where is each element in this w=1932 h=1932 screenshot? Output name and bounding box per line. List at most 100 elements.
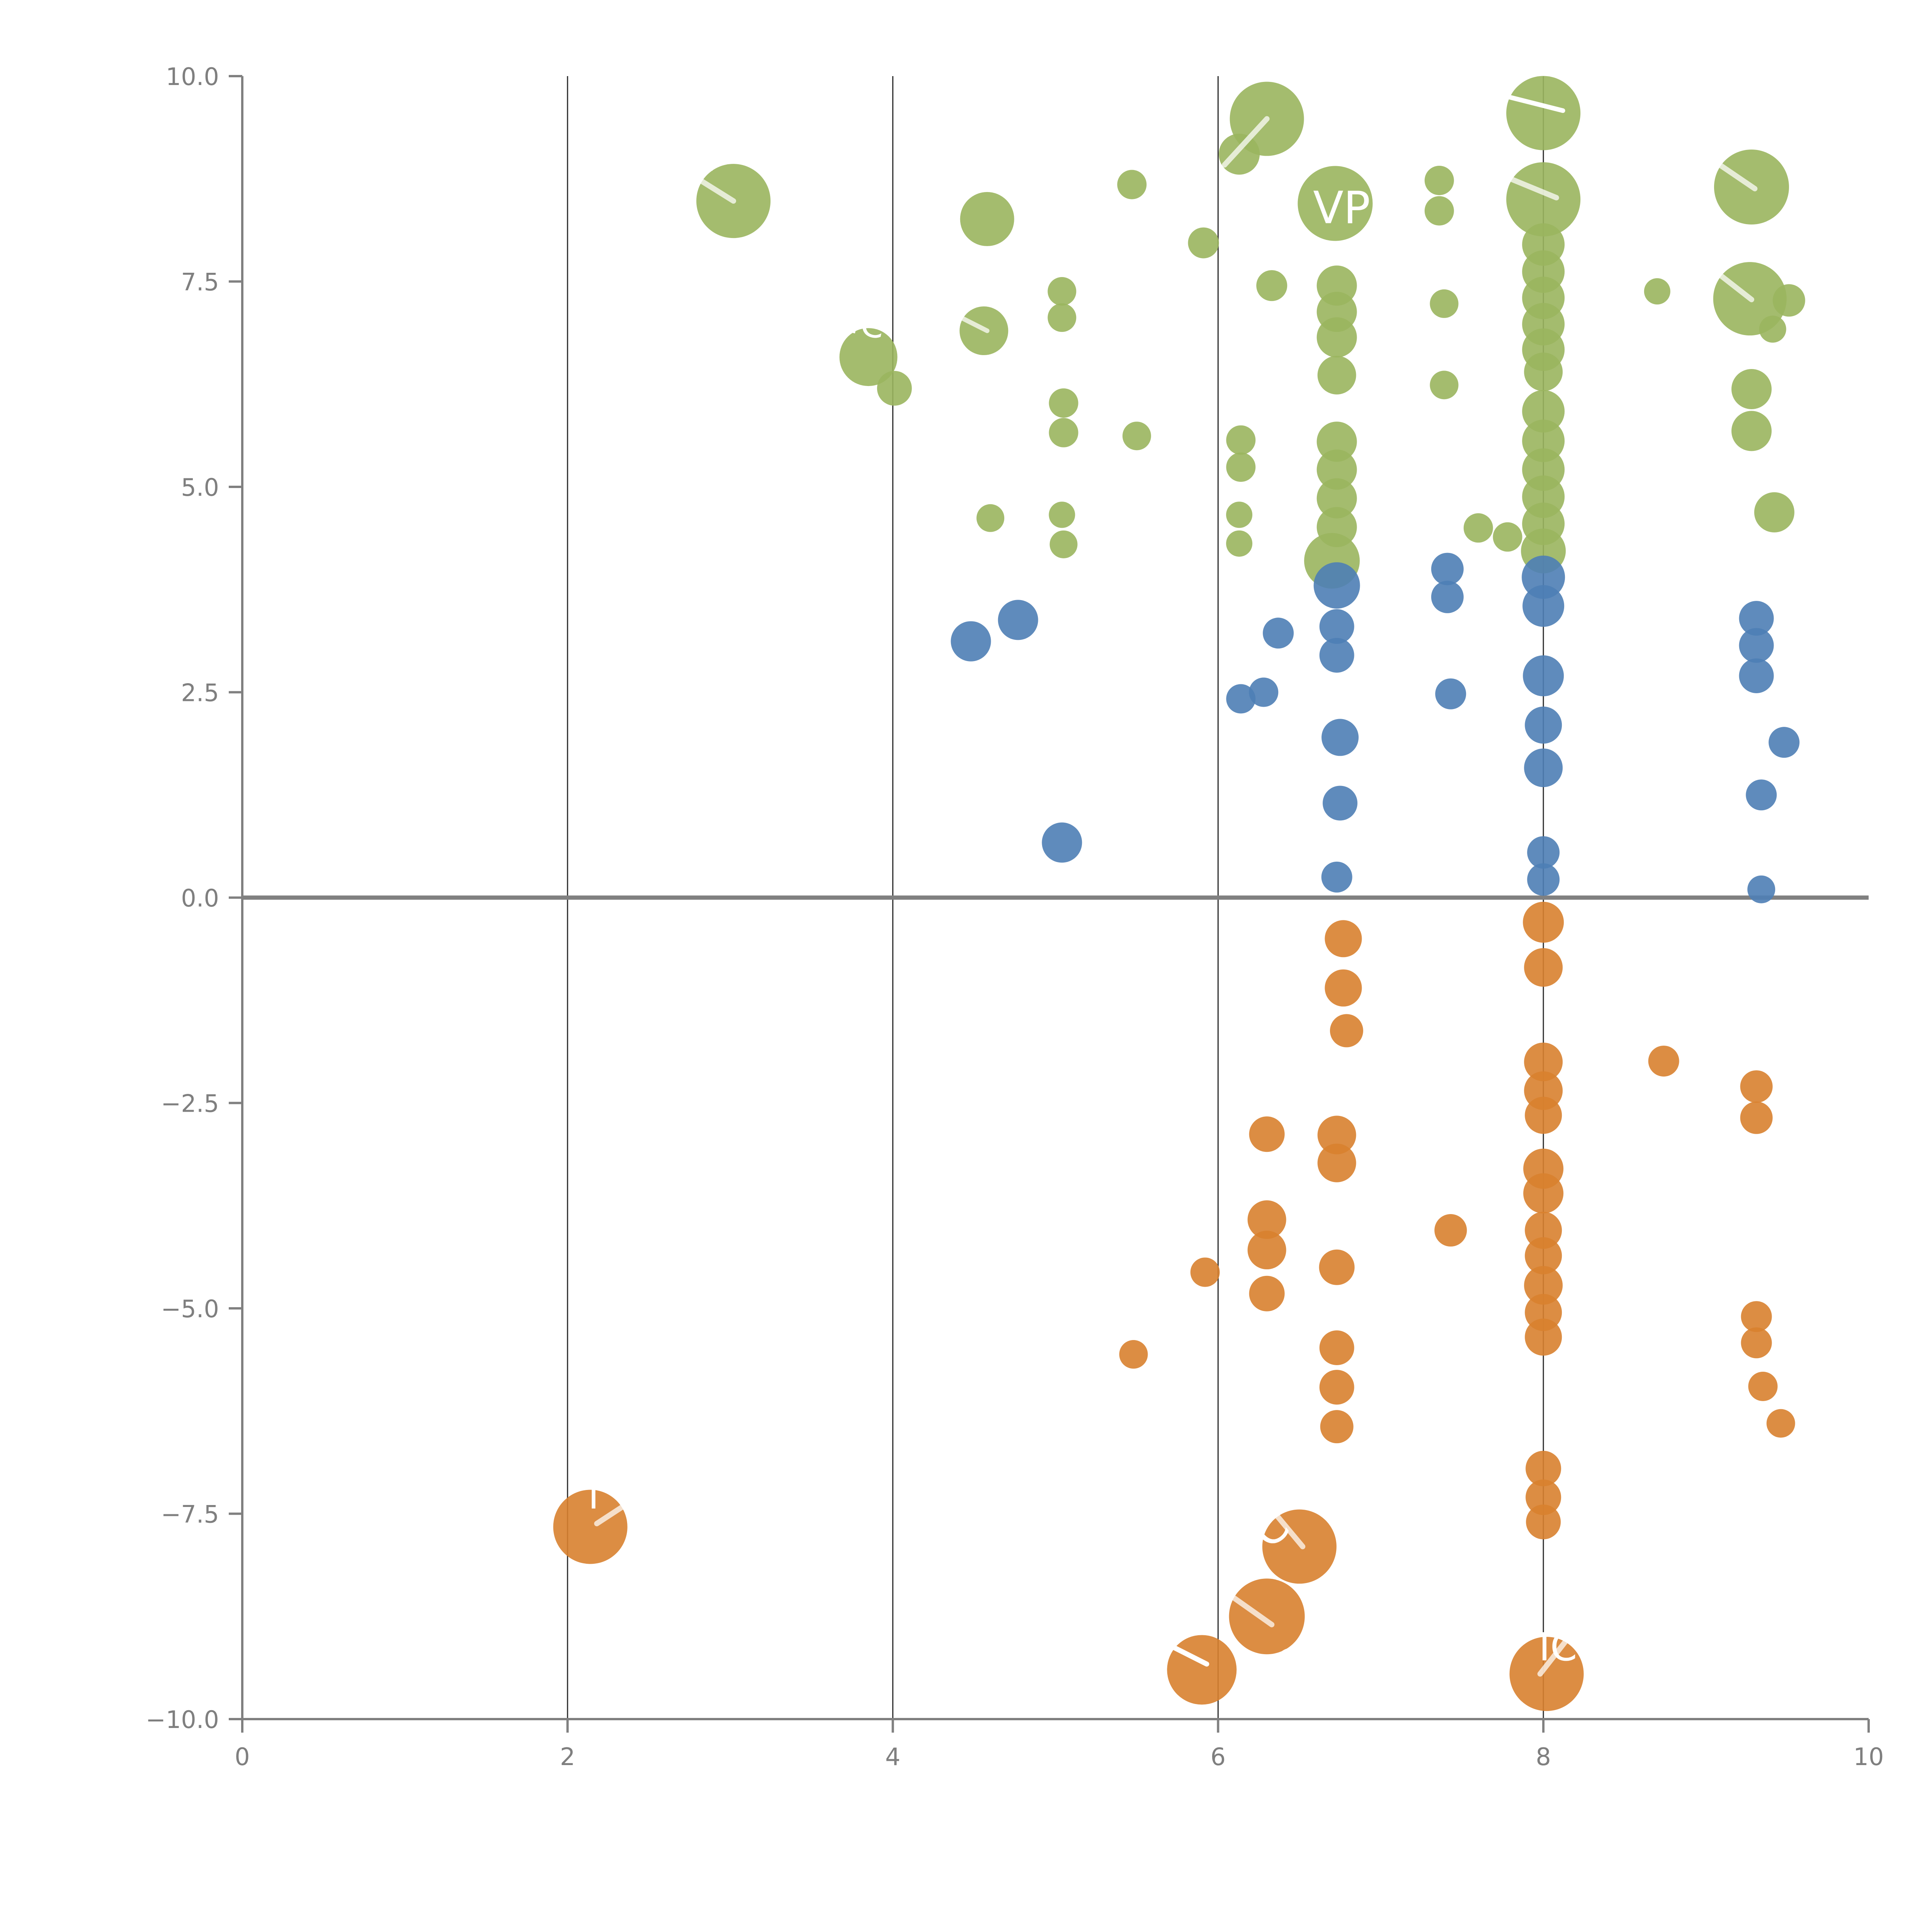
bubble-green <box>1226 425 1256 455</box>
bubble-green <box>1506 76 1581 150</box>
y-tick-label-10: 10.0 <box>166 63 219 91</box>
bubble-green <box>1117 170 1147 199</box>
bubble-blue <box>1323 786 1358 821</box>
bubble-blue <box>1226 684 1256 714</box>
bubble-blue <box>951 621 991 662</box>
bubble-orange <box>1523 1173 1564 1214</box>
bubble-green <box>877 371 912 406</box>
bubble-orange <box>1317 1116 1356 1155</box>
bubble-green <box>1430 371 1459 400</box>
bubble-green <box>1049 530 1078 558</box>
bubble-green <box>1316 478 1357 519</box>
bubble-green <box>1430 289 1459 318</box>
bubble-green <box>1048 277 1077 306</box>
bubble-blue <box>1321 719 1359 756</box>
bubble-orange <box>1119 1340 1148 1369</box>
x-tick-label-10: 10 <box>1854 1743 1884 1771</box>
bubble-orange <box>1167 1635 1237 1705</box>
label-fragment-line-7 <box>1713 269 1754 303</box>
label-fragment-line-16 <box>1228 1593 1275 1628</box>
bubble-orange <box>1525 1318 1562 1356</box>
bubble-green <box>1493 522 1522 552</box>
bubble-orange <box>1525 1237 1562 1274</box>
bubble-green <box>1219 133 1260 175</box>
bubble-blue <box>1042 822 1082 863</box>
bubble-blue <box>1739 601 1774 636</box>
label-fragment-text-3: VP <box>1313 182 1370 234</box>
bubble-orange <box>1524 948 1563 987</box>
bubble-green <box>1731 369 1772 410</box>
bubble-blue <box>1522 585 1565 627</box>
bubble-green <box>976 504 1005 532</box>
bubble-green <box>1316 317 1357 358</box>
bubble-blue <box>1431 580 1464 613</box>
bubble-orange <box>1319 1330 1354 1366</box>
bubble-green <box>1048 303 1077 332</box>
bubble-orange <box>1317 1143 1356 1182</box>
bubble-orange <box>1648 1046 1679 1077</box>
bubble-green <box>1317 355 1356 395</box>
bubble-blue <box>1522 555 1565 599</box>
bubble-orange <box>1247 1200 1286 1239</box>
label-fragment-text-10: IC <box>847 301 889 347</box>
x-tick-label-0: 0 <box>235 1743 250 1771</box>
bubble-green <box>1049 388 1078 418</box>
y-tick-label-7.5: 7.5 <box>181 268 219 296</box>
bubble-green <box>1754 492 1794 532</box>
bubble-orange <box>1526 1451 1561 1486</box>
bubble-green <box>1463 513 1493 543</box>
bubble-blue <box>1527 863 1560 896</box>
bubble-blue <box>1769 727 1800 758</box>
bubble-orange <box>1325 969 1362 1007</box>
bubble-green <box>1644 278 1670 305</box>
bubble-orange <box>1330 1014 1363 1048</box>
bubble-orange <box>553 1490 628 1564</box>
bubble-orange <box>1741 1301 1772 1332</box>
bubble-blue <box>1319 638 1354 673</box>
y-tick-label--5: −5.0 <box>161 1295 219 1323</box>
bubble-orange <box>1766 1409 1795 1438</box>
label-fragment-line-2 <box>1222 116 1270 168</box>
label-fragment-line-6 <box>1709 157 1758 192</box>
bubble-green <box>1226 452 1256 482</box>
bubble-green <box>960 192 1014 246</box>
label-fragment-text-11: I <box>588 1475 599 1517</box>
bubble-blue <box>998 600 1038 640</box>
bubble-orange <box>1525 1097 1562 1134</box>
y-tick-label--7.5: −7.5 <box>161 1500 219 1529</box>
bubble-green <box>1188 227 1219 259</box>
bubble-orange <box>1509 1637 1584 1711</box>
bubble-blue <box>1321 861 1352 893</box>
label-fragment-line-17 <box>1167 1643 1209 1667</box>
bubble-green <box>1226 502 1253 528</box>
bubble-blue <box>1527 836 1560 869</box>
bubble-blue <box>1739 658 1774 693</box>
bubble-green <box>1122 422 1151 451</box>
bubble-orange <box>1524 1266 1563 1305</box>
bubble-orange <box>1249 1116 1285 1152</box>
bubble-orange <box>1319 1370 1354 1405</box>
y-tick-label-2.5: 2.5 <box>181 679 219 707</box>
label-fragment-line-19 <box>1537 1636 1571 1677</box>
bubble-green <box>1049 418 1078 447</box>
bubble-blue <box>1525 706 1562 744</box>
bubble-orange <box>1434 1214 1467 1247</box>
bubble-green <box>1524 352 1563 391</box>
bubble-green <box>1731 411 1772 451</box>
bubble-orange <box>1319 1249 1355 1285</box>
x-tick-label-2: 2 <box>560 1743 575 1771</box>
label-fragment-text-8: ) <box>1009 316 1035 363</box>
bubble-green <box>1226 530 1253 557</box>
bubble-orange <box>1524 1043 1563 1082</box>
bubble-orange <box>1740 1101 1773 1134</box>
bubble-orange <box>1740 1070 1773 1103</box>
bubble-green <box>1522 390 1565 433</box>
x-tick-label-6: 6 <box>1211 1743 1226 1771</box>
bubble-blue <box>1319 609 1354 644</box>
bubble-orange <box>1748 1371 1778 1401</box>
x-tick-label-4: 4 <box>885 1743 900 1771</box>
bubble-orange <box>1320 1410 1354 1444</box>
label-fragment-line-12 <box>594 1485 655 1527</box>
